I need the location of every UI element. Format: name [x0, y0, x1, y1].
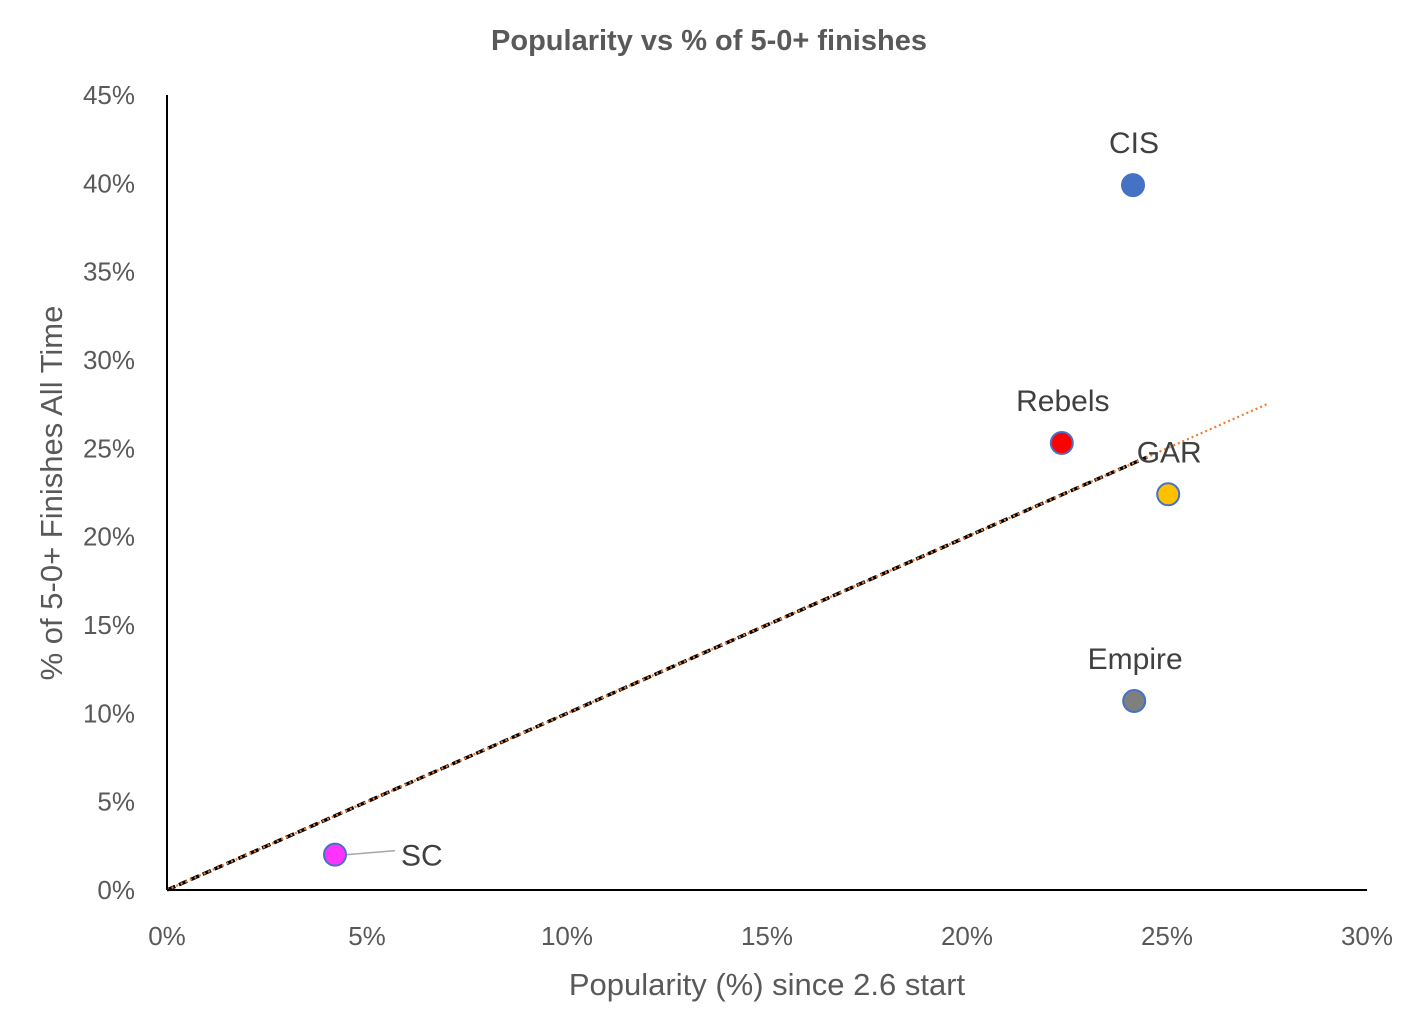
y-tick-label: 45%	[83, 80, 135, 110]
x-tick-label: 0%	[148, 921, 186, 951]
data-point-rebels	[1049, 431, 1074, 456]
trendline-dotted	[166, 403, 1268, 892]
point-labels: CIS Rebels GAR Empire SC	[346, 127, 1202, 873]
point-label-cis: CIS	[1109, 127, 1159, 160]
y-axis-title: % of 5-0+ Finishes All Time	[34, 306, 69, 681]
y-tick-label: 0%	[97, 875, 135, 905]
tick-labels: 0% 5% 10% 15% 20% 25% 30% 0% 5% 10% 15% 20% 25% 30% 35…	[83, 80, 1393, 951]
point-label-empire: Empire	[1088, 643, 1183, 676]
trendlines	[166, 403, 1268, 892]
point-label-gar: GAR	[1137, 436, 1202, 469]
x-tick-label: 25%	[1141, 921, 1193, 951]
x-tick-label: 10%	[541, 921, 593, 951]
x-tick-label: 30%	[1341, 921, 1393, 951]
point-label-sc: SC	[401, 840, 443, 873]
y-tick-label: 35%	[83, 257, 135, 287]
y-tick-label: 15%	[83, 610, 135, 640]
y-tick-label: 30%	[83, 345, 135, 375]
data-point-gar	[1156, 482, 1181, 507]
y-tick-label: 25%	[83, 433, 135, 463]
y-tick-label: 5%	[97, 787, 135, 817]
leader-line-sc	[346, 849, 396, 856]
x-tick-label: 5%	[348, 921, 386, 951]
x-tick-label: 15%	[741, 921, 793, 951]
y-tick-label: 40%	[83, 168, 135, 198]
x-axis-title: Popularity (%) since 2.6 start	[569, 967, 966, 1002]
data-point-empire	[1122, 688, 1147, 713]
data-points	[323, 173, 1181, 867]
data-point-sc	[323, 842, 347, 867]
y-tick-label: 20%	[83, 522, 135, 552]
point-label-rebels: Rebels	[1016, 385, 1109, 418]
x-tick-label: 20%	[941, 921, 993, 951]
y-tick-label: 10%	[83, 698, 135, 728]
axes	[166, 95, 1367, 891]
chart-title: Popularity vs % of 5-0+ finishes	[491, 25, 927, 57]
data-point-cis	[1121, 173, 1145, 198]
